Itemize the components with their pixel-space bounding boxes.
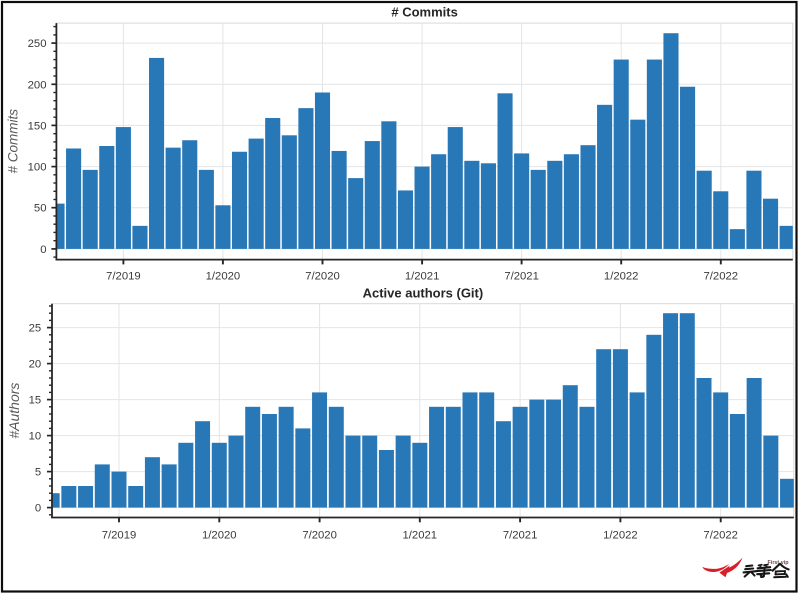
svg-text:7/2019: 7/2019 — [102, 530, 137, 542]
svg-text:7/2020: 7/2020 — [305, 271, 340, 283]
svg-text:1/2022: 1/2022 — [603, 530, 638, 542]
svg-text:50: 50 — [34, 203, 47, 215]
svg-text:# Commits: # Commits — [5, 109, 20, 174]
svg-text:1/2022: 1/2022 — [604, 271, 639, 283]
svg-text:1/2020: 1/2020 — [202, 530, 237, 542]
svg-text:1/2021: 1/2021 — [403, 530, 438, 542]
svg-text:250: 250 — [28, 38, 47, 50]
svg-text:Active authors (Git): Active authors (Git) — [363, 286, 484, 301]
svg-text:150: 150 — [28, 120, 47, 132]
svg-text:# Commits: # Commits — [391, 5, 457, 20]
svg-text:7/2022: 7/2022 — [703, 530, 738, 542]
svg-text:7/2020: 7/2020 — [302, 530, 337, 542]
svg-text:#Authors: #Authors — [6, 383, 22, 439]
svg-text:7/2022: 7/2022 — [704, 271, 739, 283]
svg-text:5: 5 — [35, 467, 41, 479]
svg-text:25: 25 — [29, 323, 42, 335]
svg-text:0: 0 — [35, 503, 41, 515]
svg-text:10: 10 — [29, 431, 42, 443]
svg-text:1/2021: 1/2021 — [405, 271, 440, 283]
svg-text:100: 100 — [28, 162, 47, 174]
svg-text:15: 15 — [29, 395, 42, 407]
svg-text:First.vip: First.vip — [768, 560, 790, 566]
svg-text:1/2020: 1/2020 — [206, 271, 241, 283]
svg-text:7/2019: 7/2019 — [106, 271, 141, 283]
svg-text:0: 0 — [40, 244, 46, 256]
svg-text:20: 20 — [29, 359, 42, 371]
svg-text:200: 200 — [28, 79, 47, 91]
svg-text:7/2021: 7/2021 — [504, 271, 539, 283]
svg-text:7/2021: 7/2021 — [503, 530, 538, 542]
